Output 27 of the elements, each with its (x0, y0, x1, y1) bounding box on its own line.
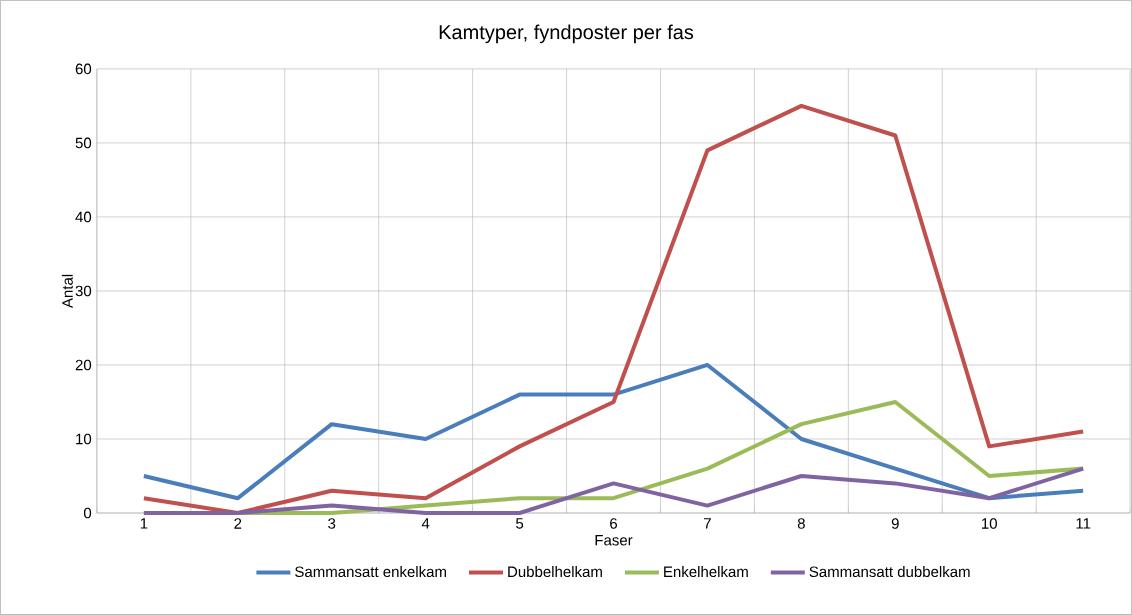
x-tick-label: 7 (704, 518, 711, 529)
x-tick-label: 11 (1076, 518, 1091, 529)
chart-title: Kamtyper, fyndposter per fas (439, 24, 694, 44)
x-tick-label: 9 (891, 518, 899, 529)
x-tick-label: 8 (797, 518, 805, 529)
legend-label: Enkelhelkam (664, 566, 748, 578)
legend-label: Sammansatt dubbelkam (809, 566, 970, 578)
legend-label: Sammansatt enkelkam (295, 566, 446, 578)
y-tick-label: 50 (75, 137, 92, 149)
line-series (141, 466, 1086, 516)
y-tick-label: 40 (75, 211, 92, 223)
line-series (141, 363, 1086, 501)
y-tick-label: 20 (75, 359, 92, 371)
legend-label: Dubbelhelkam (508, 566, 602, 578)
y-tick-label: 60 (75, 63, 92, 75)
y-axis-title: Antal (61, 274, 73, 309)
x-tick-label: 6 (610, 518, 618, 529)
x-tick-label: 2 (234, 518, 242, 529)
x-tick-label: 4 (421, 518, 430, 529)
y-tick-label: 30 (75, 285, 92, 297)
y-tick-label: 0 (83, 507, 92, 519)
x-tick-label: 1 (140, 518, 148, 529)
x-axis-title: Faser (595, 535, 633, 546)
x-tick-label: 10 (982, 518, 997, 529)
y-tick-label: 10 (76, 433, 92, 445)
x-tick-label: 3 (328, 518, 336, 529)
x-tick-label: 5 (516, 518, 524, 529)
